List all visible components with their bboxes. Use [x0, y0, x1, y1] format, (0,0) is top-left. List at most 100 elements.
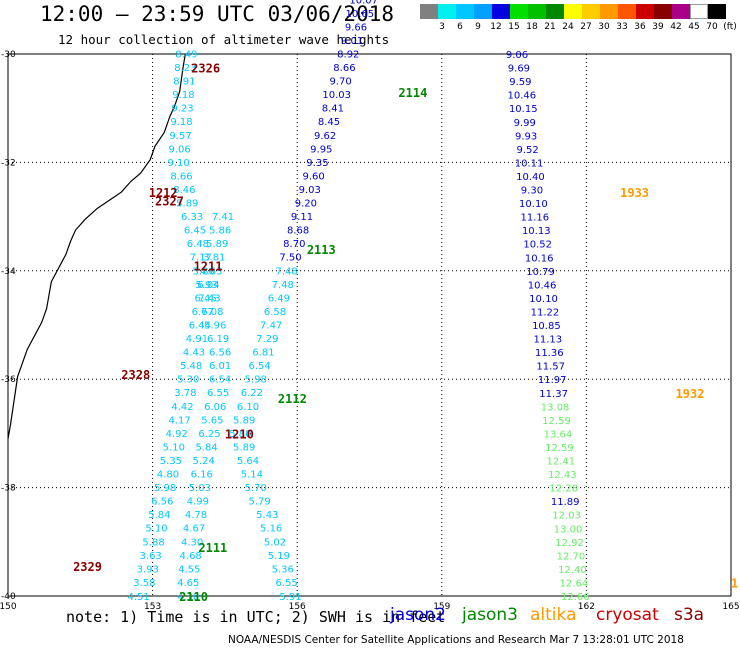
wave-height-label: 9.62 — [314, 131, 336, 142]
wave-height-label: 6.01 — [209, 361, 231, 372]
wave-height-label: 7.17 — [190, 253, 212, 264]
scale-swatch — [564, 4, 582, 19]
scale-label: 18 — [526, 22, 538, 32]
wave-height-label: 6.55 — [275, 578, 297, 589]
wave-height-label: 9.93 — [515, 131, 537, 142]
scale-swatch — [600, 4, 618, 19]
wave-height-label: 11.89 — [551, 497, 580, 508]
wave-height-label: 3.58 — [133, 578, 155, 589]
wave-height-label: 10.13 — [522, 226, 551, 237]
y-axis-label: -36 — [1, 375, 16, 385]
wave-height-label: 13.08 — [541, 402, 570, 413]
wave-height-label: 12.28 — [549, 484, 578, 495]
scale-label: 12 — [490, 22, 502, 32]
wave-height-label: 7.48 — [272, 280, 294, 291]
scale-swatch — [492, 4, 510, 19]
wave-height-label: 5.30 — [177, 375, 199, 386]
wave-height-label: 10.15 — [509, 104, 538, 115]
wave-height-label: 12.40 — [558, 565, 587, 576]
wave-height-label: 7.29 — [256, 334, 278, 345]
wave-height-label: 8.66 — [170, 171, 192, 182]
wave-height-label: 10.10 — [519, 199, 548, 210]
wave-height-label: 10.40 — [516, 172, 545, 183]
pass-time-label: 1210 — [225, 427, 254, 441]
scale-swatch — [618, 4, 636, 19]
scale-swatch — [582, 4, 600, 19]
x-axis-label: 150 — [0, 602, 17, 612]
satellite-cryosat: cryosat — [596, 605, 659, 625]
wave-height-label: 5.79 — [248, 497, 270, 508]
wave-height-label: 6.19 — [207, 334, 229, 345]
wave-height-label: 6.08 — [201, 307, 223, 318]
wave-height-label: 4.67 — [183, 524, 205, 535]
wave-height-label: 5.96 — [204, 320, 226, 331]
scale-label: 24 — [562, 22, 574, 32]
scale-swatch — [672, 4, 690, 19]
y-axis-label: -32 — [1, 158, 16, 168]
wave-height-label: 8.70 — [283, 239, 305, 250]
wave-height-label: 10.46 — [528, 280, 557, 291]
wave-height-label: 12.92 — [555, 538, 584, 549]
wave-height-label: 9.18 — [170, 117, 192, 128]
wave-height-label: 10.11 — [515, 158, 544, 169]
scale-label: 27 — [580, 22, 592, 32]
wave-height-label: 12.70 — [557, 551, 586, 562]
wave-height-label: 9.52 — [516, 145, 538, 156]
wave-height-label: 8.91 — [173, 77, 195, 88]
map-frame — [7, 53, 732, 597]
wave-height-label: 5.91 — [279, 592, 301, 603]
wave-height-label: 4.51 — [127, 592, 149, 603]
wave-height-label: 5.80 — [229, 429, 251, 440]
scale-label: 70 — [706, 22, 718, 32]
wave-height-label: 9.59 — [509, 77, 531, 88]
wave-height-label: 4.55 — [178, 564, 200, 575]
wave-height-label: 5.98 — [245, 375, 267, 386]
wave-height-label: 11.22 — [531, 307, 560, 318]
wave-height-label: 6.10 — [237, 402, 259, 413]
page-title: 12:00 – 23:59 UTC 03/06/2018 — [40, 2, 395, 26]
wave-height-label: 3.81 — [203, 253, 225, 264]
page-subtitle: 12 hour collection of altimeter wave hei… — [58, 32, 390, 47]
wave-height-label: 5.86 — [209, 226, 231, 237]
wave-height-label: 6.56 — [151, 497, 173, 508]
scale-label: 30 — [598, 22, 610, 32]
wave-height-label: 10.79 — [526, 267, 555, 278]
wave-height-label: 9.23 — [171, 104, 193, 115]
wave-height-label: 12.66 — [561, 592, 590, 603]
wave-height-label: 7.47 — [260, 320, 282, 331]
wave-height-label: 5.70 — [245, 483, 267, 494]
wave-height-label: 10.03 — [322, 90, 351, 101]
scale-label: 33 — [616, 22, 628, 32]
credit-line: NOAA/NESDIS Center for Satellite Applica… — [228, 634, 684, 646]
wave-height-label: 8.45 — [318, 117, 340, 128]
satellite-jason3: jason3 — [462, 605, 518, 625]
wave-height-label: 5.48 — [180, 361, 202, 372]
wave-height-label: 8.68 — [287, 226, 309, 237]
wave-height-label: 4.91 — [186, 334, 208, 345]
wave-height-label: 11.16 — [521, 213, 550, 224]
pass-time-label: 2110 — [179, 590, 208, 604]
pass-time-label: 2113 — [307, 243, 336, 257]
wave-height-label: 5.24 — [193, 456, 215, 467]
wave-height-label: 5.84 — [148, 510, 170, 521]
wave-height-label: 5.19 — [268, 551, 290, 562]
wave-height-label: 3.63 — [140, 551, 162, 562]
scale-swatch — [456, 4, 474, 19]
pass-time-label: 2328 — [121, 368, 150, 382]
scale-swatch — [708, 4, 726, 19]
wave-height-label: 4.30 — [181, 537, 203, 548]
wave-height-label: 5.89 — [233, 442, 255, 453]
wave-height-label: 5.88 — [142, 537, 164, 548]
satellite-jason2: jason2 — [390, 605, 446, 625]
wave-height-label: 11.36 — [535, 348, 564, 359]
wave-height-label: 9.10 — [167, 158, 189, 169]
wave-height-label: 7.48 — [275, 266, 297, 277]
wave-height-label: 5.35 — [160, 456, 182, 467]
wave-height-label: 5.65 — [201, 415, 223, 426]
coastline — [7, 53, 186, 439]
x-axis-label: 165 — [722, 602, 739, 612]
wave-height-label: 12.59 — [542, 416, 571, 427]
wave-height-label: 9.06 — [506, 50, 528, 61]
pass-time-label: 2114 — [398, 86, 427, 100]
